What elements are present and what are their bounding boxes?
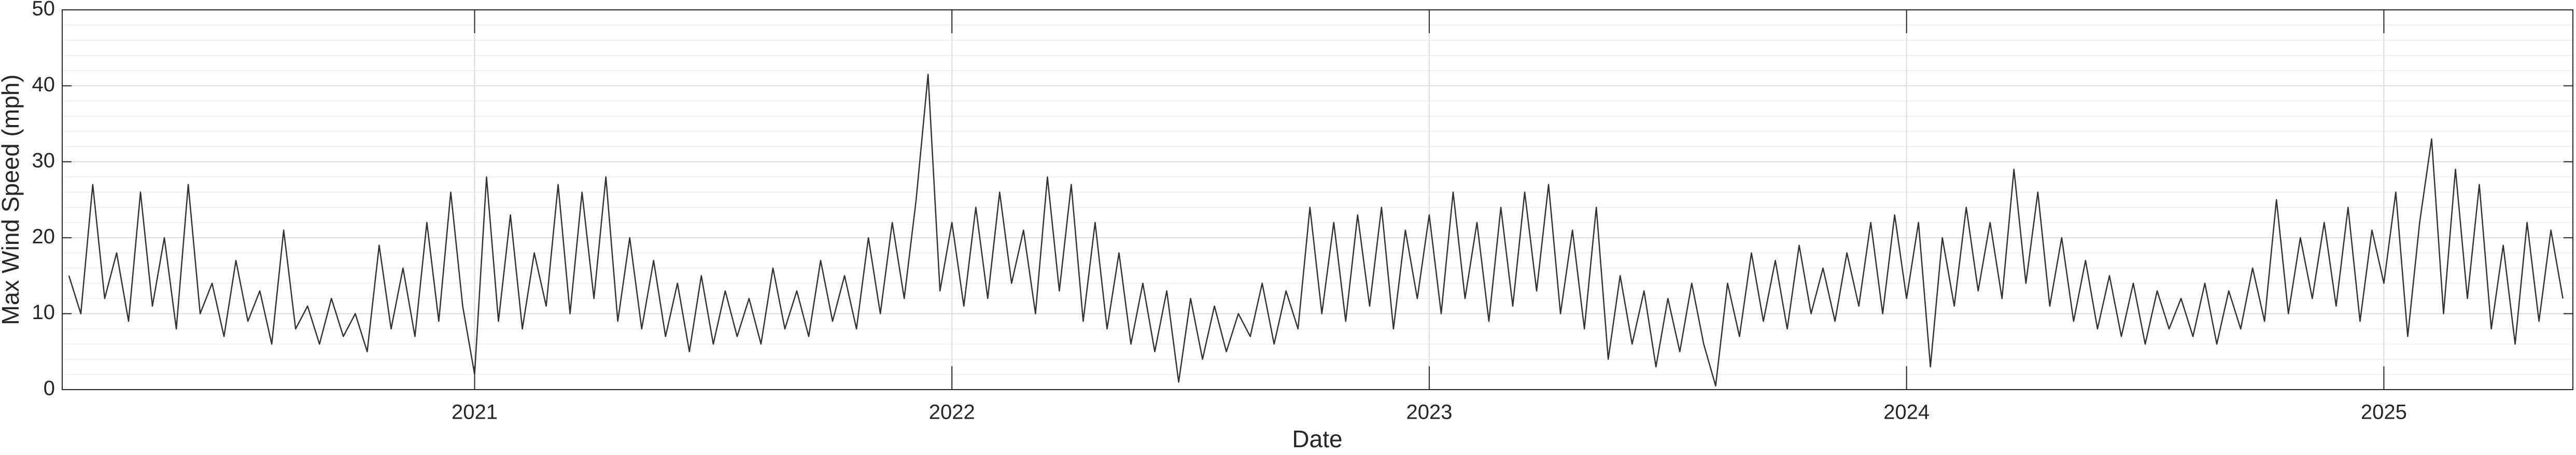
x-tick-label: 2021 — [452, 401, 498, 424]
x-tick-label: 2022 — [929, 401, 975, 424]
y-tick-label: 20 — [32, 225, 55, 248]
x-tick-label: 2024 — [1883, 401, 1930, 424]
x-tick-label: 2025 — [2361, 401, 2407, 424]
x-tick-label: 2023 — [1406, 401, 1452, 424]
y-tick-label: 40 — [32, 73, 55, 96]
y-tick-label: 10 — [32, 301, 55, 324]
y-tick-label: 0 — [44, 377, 55, 400]
y-tick-label: 30 — [32, 149, 55, 172]
y-axis-label: Max Wind Speed (mph) — [0, 74, 24, 325]
x-axis-label: Date — [1292, 425, 1342, 452]
line-series — [68, 74, 2564, 387]
plot-frame — [62, 9, 2573, 390]
y-tick-label: 50 — [32, 0, 55, 20]
